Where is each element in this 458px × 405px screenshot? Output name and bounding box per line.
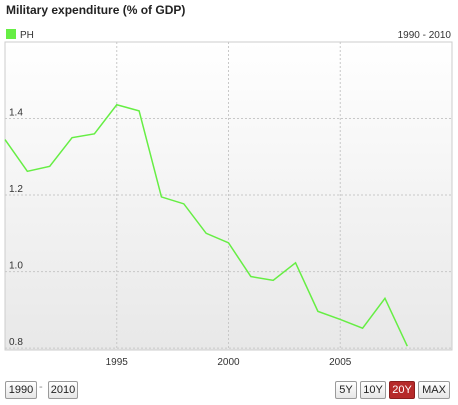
separator: - bbox=[39, 381, 43, 393]
chart-title: Military expenditure (% of GDP) bbox=[6, 3, 185, 17]
range-button[interactable]: 5Y bbox=[335, 381, 357, 399]
range-button[interactable]: 20Y bbox=[389, 381, 415, 399]
to-input[interactable]: 2010 bbox=[48, 381, 78, 399]
data-line bbox=[4, 103, 408, 347]
legend-label: PH bbox=[20, 30, 34, 41]
y-tick-label: 1.4 bbox=[9, 108, 23, 119]
legend-swatch bbox=[6, 29, 16, 39]
y-tick-label: 1.0 bbox=[9, 261, 23, 272]
range-button[interactable]: MAX bbox=[418, 381, 450, 399]
y-tick-label: 0.8 bbox=[9, 337, 23, 348]
from-input[interactable]: 1990 bbox=[5, 381, 37, 399]
x-tick-label: 1995 bbox=[106, 357, 129, 368]
x-tick-label: 2000 bbox=[217, 357, 240, 368]
x-tick-label: 2005 bbox=[329, 357, 352, 368]
range-label: 1990 - 2010 bbox=[398, 30, 452, 41]
range-button[interactable]: 10Y bbox=[360, 381, 386, 399]
y-tick-label: 1.2 bbox=[9, 184, 23, 195]
